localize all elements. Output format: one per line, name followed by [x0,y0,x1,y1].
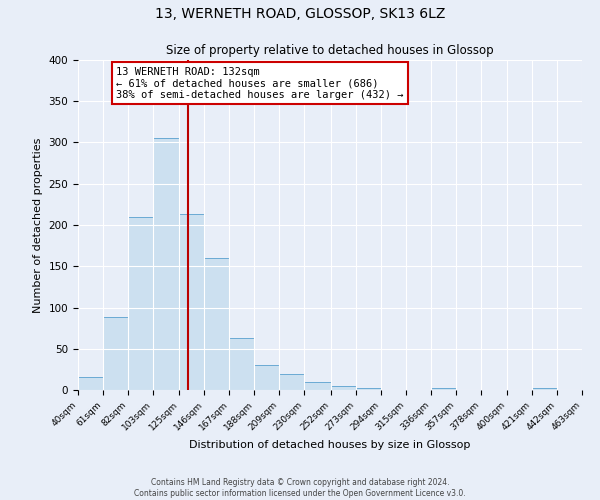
Bar [280,374,304,390]
Bar [153,138,179,390]
Text: 13 WERNETH ROAD: 132sqm
← 61% of detached houses are smaller (686)
38% of semi-d: 13 WERNETH ROAD: 132sqm ← 61% of detache… [116,66,404,100]
Bar [78,377,103,390]
Bar [204,258,229,390]
Text: 13, WERNETH ROAD, GLOSSOP, SK13 6LZ: 13, WERNETH ROAD, GLOSSOP, SK13 6LZ [155,8,445,22]
Bar [431,388,456,390]
X-axis label: Distribution of detached houses by size in Glossop: Distribution of detached houses by size … [190,440,470,450]
Bar [356,388,380,390]
Bar [103,318,128,390]
Bar [254,365,280,390]
Text: Contains HM Land Registry data © Crown copyright and database right 2024.
Contai: Contains HM Land Registry data © Crown c… [134,478,466,498]
Bar [331,386,356,390]
Bar [532,388,557,390]
Title: Size of property relative to detached houses in Glossop: Size of property relative to detached ho… [166,44,494,58]
Bar [229,338,254,390]
Y-axis label: Number of detached properties: Number of detached properties [33,138,43,312]
Bar [304,382,331,390]
Bar [179,214,204,390]
Bar [128,217,153,390]
